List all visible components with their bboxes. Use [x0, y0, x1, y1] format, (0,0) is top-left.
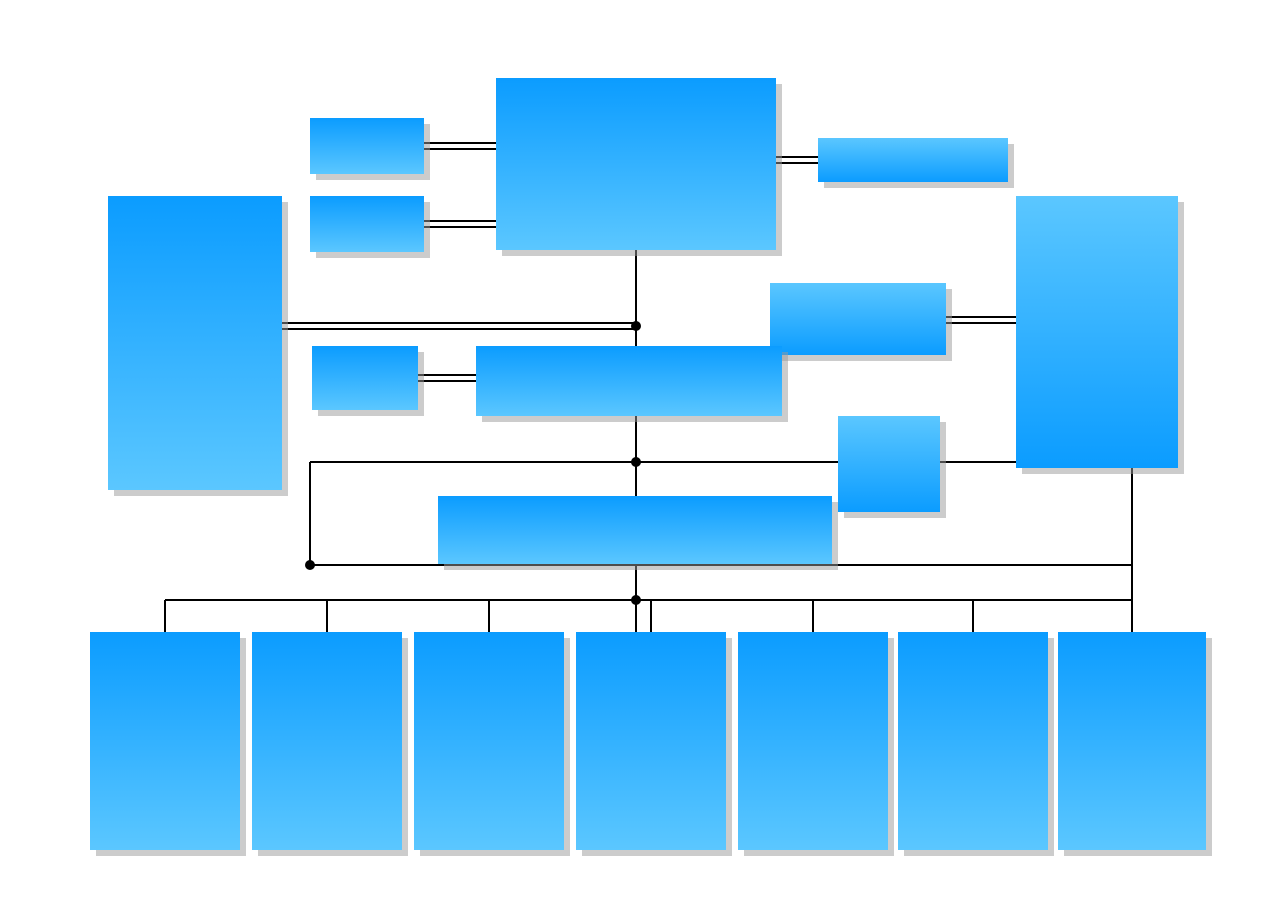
node-leaf-1	[90, 632, 240, 850]
edge-junction	[631, 321, 641, 331]
node-leaf-6	[898, 632, 1048, 850]
edge-double	[424, 221, 496, 227]
edge-junction	[631, 457, 641, 467]
node-leaf-3	[414, 632, 564, 850]
edge-double	[418, 375, 476, 381]
node-mid-right	[770, 283, 946, 355]
node-leaf-4	[576, 632, 726, 850]
org-chart-diagram	[0, 0, 1280, 904]
edge-double	[776, 157, 818, 163]
node-mid-wide	[438, 496, 832, 564]
node-root	[496, 78, 776, 250]
node-top-small-1	[310, 118, 424, 174]
edge-junction	[305, 560, 315, 570]
node-leaf-7	[1058, 632, 1206, 850]
node-left-tall	[108, 196, 282, 490]
edge-junction	[631, 595, 641, 605]
node-top-right-1	[818, 138, 1008, 182]
node-right-tall	[1016, 196, 1178, 468]
edge-double	[424, 143, 496, 149]
edge-double	[282, 323, 636, 329]
node-leaf-2	[252, 632, 402, 850]
edge-double	[946, 317, 1016, 323]
node-mid-center	[476, 346, 782, 416]
node-mid-left-sm	[312, 346, 418, 410]
node-leaf-5	[738, 632, 888, 850]
node-top-small-2	[310, 196, 424, 252]
node-mid-square	[838, 416, 940, 512]
